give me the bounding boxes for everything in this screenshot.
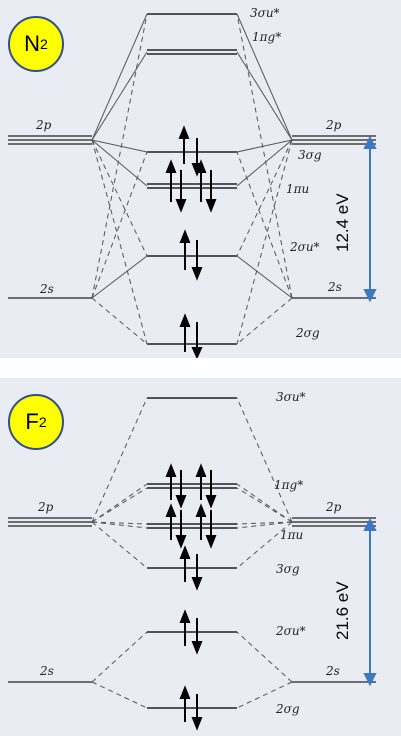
electron-pair-1pg-a [165,463,187,509]
f2-right-2s-label: 2s [326,664,340,678]
f2-label-1pg-star: 1πg* [274,478,304,492]
electron-pair-2sg [179,685,203,731]
n2-mo-levels [147,13,237,345]
molecule-subscript: 2 [38,414,47,430]
f2-label-2sg: 2σg [276,702,300,716]
n2-energy-gap-arrow [363,135,377,303]
f2-label-3sg: 3σg [276,562,300,576]
n2-label-3su-star: 3σu* [250,6,280,20]
electron-pair-3sg [178,125,203,177]
n2-label-1pg-star: 1πg* [252,30,282,44]
electron-pair-1pu-a [165,503,187,549]
f2-mo-diagram [8,397,377,731]
f2-energy-gap-arrow [363,517,377,687]
f2-mo-levels [147,397,237,709]
electron-pair-1pg-b [195,463,217,509]
n2-electrons [165,125,217,358]
f2-electrons [165,463,217,731]
n2-right-2p-label: 2p [326,118,342,132]
electron-pair-2su [179,609,203,655]
f2-label-3su-star: 3σu* [276,390,306,404]
electron-pair-1pu-b [195,159,217,213]
n2-atomic-levels [8,135,376,299]
f2-label-1pu: 1πu [280,528,304,542]
electron-pair-2su [179,229,203,281]
n2-label-3sg: 3σg [298,148,322,162]
molecule-subscript: 2 [40,36,48,52]
n2-right-2s-label: 2s [328,280,342,294]
electron-pair-3sg [179,545,203,591]
f2-right-2p-label: 2p [326,500,342,514]
electron-pair-1pu-a [165,159,187,213]
electron-pair-1pu-b [195,503,217,549]
n2-left-2p-label: 2p [36,118,52,132]
n2-left-2s-label: 2s [40,282,54,296]
f2-correlation-lines [91,397,293,709]
f2-left-2s-label: 2s [40,664,54,678]
f2-left-2p-label: 2p [38,500,54,514]
n2-correlation-lines [91,13,293,299]
f2-label-2su-star: 2σu* [276,624,306,638]
f2-energy-gap-label: 21.6 eV [333,581,352,640]
n2-energy-gap-label: 12.4 eV [333,193,352,252]
molecule-symbol: N [24,31,41,56]
n2-label-2sg: 2σg [296,326,320,340]
electron-pair-2sg [179,313,203,358]
f2-atomic-levels [8,517,376,683]
n2-label-2su-star: 2σu* [290,240,320,254]
n2-label-1pu: 1πu [286,182,310,196]
n2-mixing-lines [91,13,293,345]
n2-mo-diagram [8,13,377,358]
molecule-symbol: F [25,409,39,434]
